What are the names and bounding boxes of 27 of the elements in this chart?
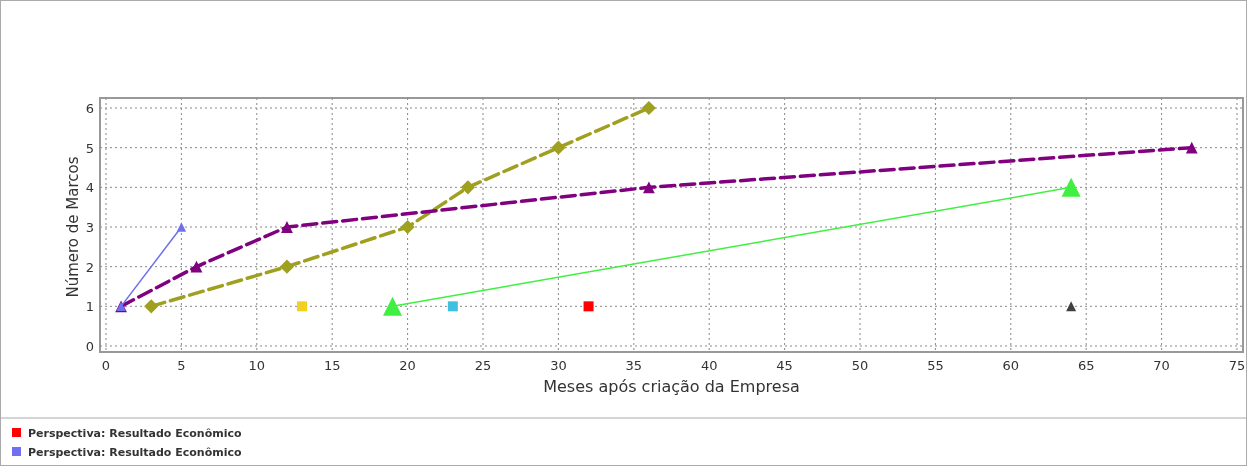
x-tick-label: 0 <box>101 358 111 373</box>
x-tick-label: 75 <box>1228 358 1246 373</box>
x-tick-label: 50 <box>851 358 869 373</box>
x-tick-label: 40 <box>700 358 718 373</box>
x-tick-label: 35 <box>625 358 643 373</box>
x-axis-title: Meses após criação da Empresa <box>543 377 800 396</box>
x-tick-label: 5 <box>177 358 186 373</box>
x-tick-label: 45 <box>776 358 793 373</box>
x-tick-label: 25 <box>474 358 492 373</box>
x-tick-label: 20 <box>399 358 416 373</box>
x-tick-label: 65 <box>1077 358 1095 373</box>
y-tick-label: 3 <box>85 220 94 235</box>
y-tick-label: 0 <box>85 339 94 354</box>
legend-label: Perspectiva: Resultado Econômico <box>28 427 242 440</box>
x-tick-label: 10 <box>248 358 266 373</box>
x-tick-label: 15 <box>323 358 341 373</box>
legend-label: Perspectiva: Resultado Econômico <box>28 446 242 459</box>
x-tick-label: 70 <box>1153 358 1170 373</box>
x-tick-label: 30 <box>550 358 567 373</box>
y-axis-title: Número de Marcos <box>64 156 82 298</box>
y-tick-label: 6 <box>85 101 94 116</box>
y-tick-label: 1 <box>85 299 94 315</box>
y-tick-label: 4 <box>85 180 94 196</box>
x-tick-label: 60 <box>1002 358 1020 373</box>
x-tick-label: 55 <box>927 358 944 373</box>
y-tick-label: 2 <box>85 259 94 275</box>
y-tick-label: 5 <box>85 140 94 156</box>
